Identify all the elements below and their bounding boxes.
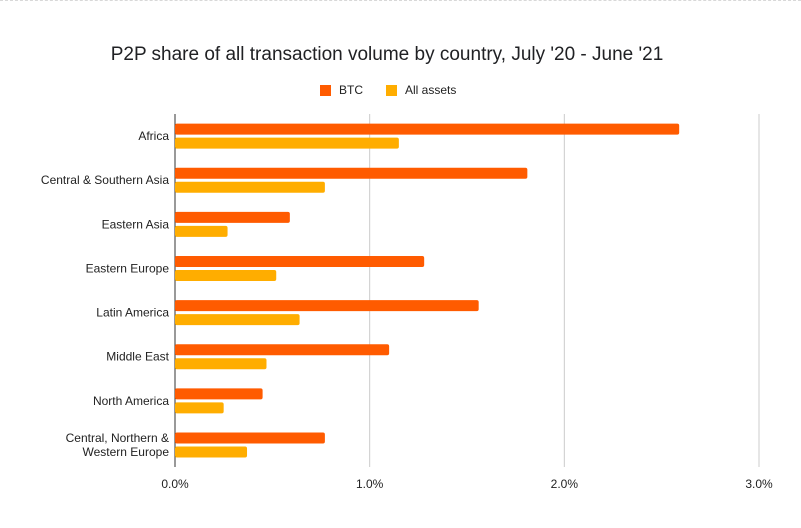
bar-all-assets-central-southern-asia <box>175 181 325 193</box>
bar-all-assets-eastern-europe <box>175 269 277 281</box>
bar-btc-middle-east <box>175 344 390 356</box>
category-label: Central & Southern Asia <box>41 173 169 187</box>
bar-all-assets-latin-america <box>175 314 300 326</box>
legend-label-all-assets: All assets <box>405 83 456 97</box>
grid-lines <box>174 114 760 467</box>
legend-label-btc: BTC <box>339 83 363 97</box>
legend-swatch-btc <box>320 85 331 96</box>
x-tick-label: 2.0% <box>551 477 579 491</box>
bar-all-assets-central-northern-western-europe <box>175 446 248 458</box>
bar-btc-africa <box>175 123 680 135</box>
chart-title: P2P share of all transaction volume by c… <box>111 44 664 65</box>
category-label: Middle East <box>106 350 169 364</box>
x-tick-labels: 0.0% 1.0% 2.0% 3.0% <box>161 477 773 491</box>
category-label: Central, Northern & Western Europe <box>66 431 170 459</box>
category-label: Eastern Asia <box>102 217 170 231</box>
bar-btc-north-america <box>175 388 263 400</box>
bar-btc-central-southern-asia <box>175 167 528 179</box>
x-tick-label: 0.0% <box>161 477 189 491</box>
category-label: Latin America <box>96 306 169 320</box>
bar-series <box>175 123 680 458</box>
bar-all-assets-middle-east <box>175 358 267 370</box>
category-labels: Africa Central & Southern Asia Eastern Asi… <box>41 129 170 459</box>
bar-btc-eastern-asia <box>175 211 290 223</box>
bar-btc-eastern-europe <box>175 255 425 267</box>
category-label: Eastern Europe <box>86 261 170 275</box>
bar-all-assets-north-america <box>175 402 224 414</box>
x-tick-label: 1.0% <box>356 477 384 491</box>
x-tick-label: 3.0% <box>745 477 773 491</box>
category-label: North America <box>93 394 169 408</box>
bar-btc-central-northern-western-europe <box>175 432 325 444</box>
category-label-line: Central, Northern & <box>66 431 169 445</box>
category-label-line: Western Europe <box>83 445 170 459</box>
category-label: Africa <box>138 129 169 143</box>
legend-swatch-all-assets <box>386 85 397 96</box>
bar-all-assets-africa <box>175 137 399 149</box>
bar-btc-latin-america <box>175 300 479 312</box>
chart-legend: BTC All assets <box>320 83 456 97</box>
bar-all-assets-eastern-asia <box>175 225 228 237</box>
